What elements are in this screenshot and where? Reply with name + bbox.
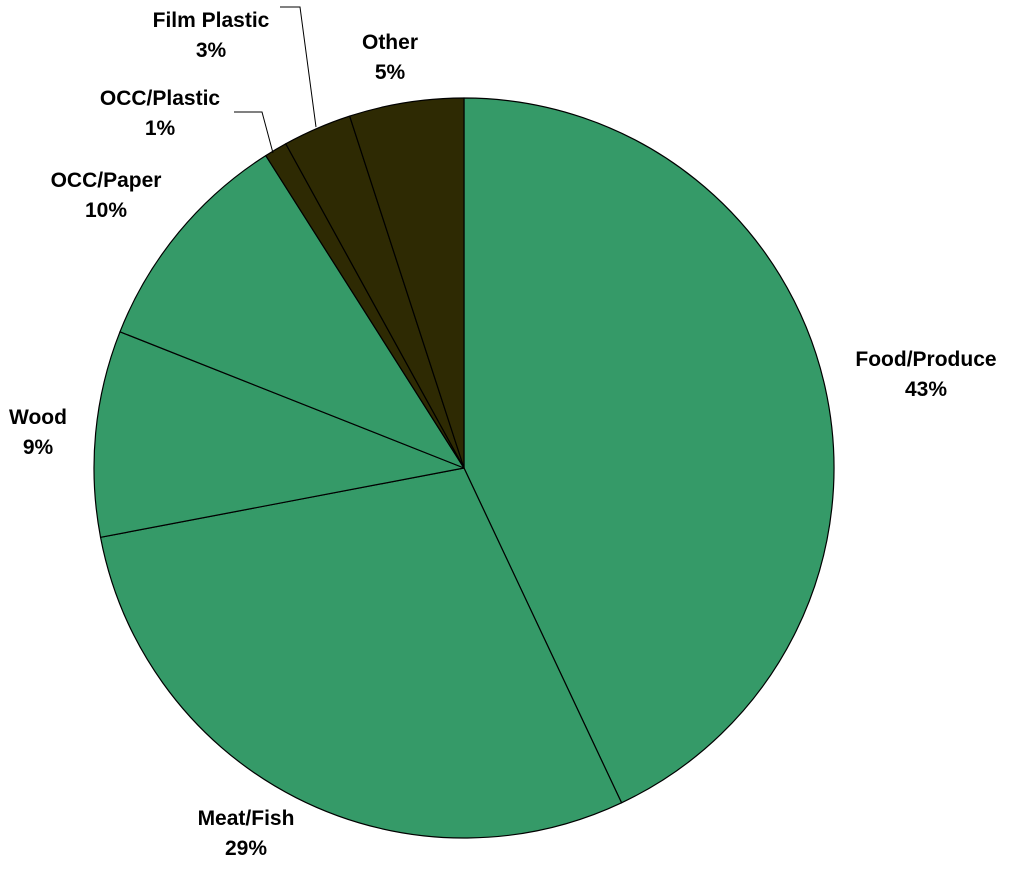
slice-label-value: 1% — [145, 117, 176, 140]
leader-line-occ-plastic — [234, 111, 274, 154]
slice-label-name: Film Plastic — [153, 9, 270, 32]
slice-label-wood: Wood 9% — [9, 406, 67, 459]
leader-line-film-plastic — [280, 6, 317, 128]
slice-label-value: 9% — [23, 436, 54, 459]
pie-slice-wood — [93, 331, 465, 538]
slice-label-value: 10% — [85, 199, 127, 222]
slice-label-name: Wood — [9, 406, 67, 429]
leader-lines — [234, 6, 317, 154]
slice-labels: Food/Produce 43% Meat/Fish 29% Wood 9% OCC/Pap… — [9, 9, 997, 860]
slice-label-name: OCC/Paper — [51, 169, 162, 192]
pie-slice-meat-fish — [99, 467, 623, 839]
slice-label-value: 29% — [225, 837, 267, 860]
slice-label-value: 3% — [196, 39, 227, 62]
slice-label-occ-plastic: OCC/Plastic 1% — [100, 87, 221, 140]
slice-label-name: Food/Produce — [855, 348, 996, 371]
pie-slice-other — [349, 97, 465, 469]
slice-label-occ-paper: OCC/Paper 10% — [51, 169, 162, 222]
slice-label-name: Other — [362, 31, 418, 54]
slice-label-meat-fish: Meat/Fish 29% — [198, 807, 295, 860]
slice-label-other: Other 5% — [362, 31, 418, 84]
slice-label-value: 5% — [375, 61, 406, 84]
slice-label-film-plastic: Film Plastic 3% — [153, 9, 270, 62]
pie-slice-food-produce — [463, 97, 835, 804]
slice-label-value: 43% — [905, 378, 947, 401]
slice-label-name: OCC/Plastic — [100, 87, 221, 110]
slice-label-food-produce: Food/Produce 43% — [855, 348, 996, 401]
pie-slice-occ-paper — [119, 155, 465, 469]
pie-slices — [93, 97, 835, 839]
slice-label-name: Meat/Fish — [198, 807, 295, 830]
